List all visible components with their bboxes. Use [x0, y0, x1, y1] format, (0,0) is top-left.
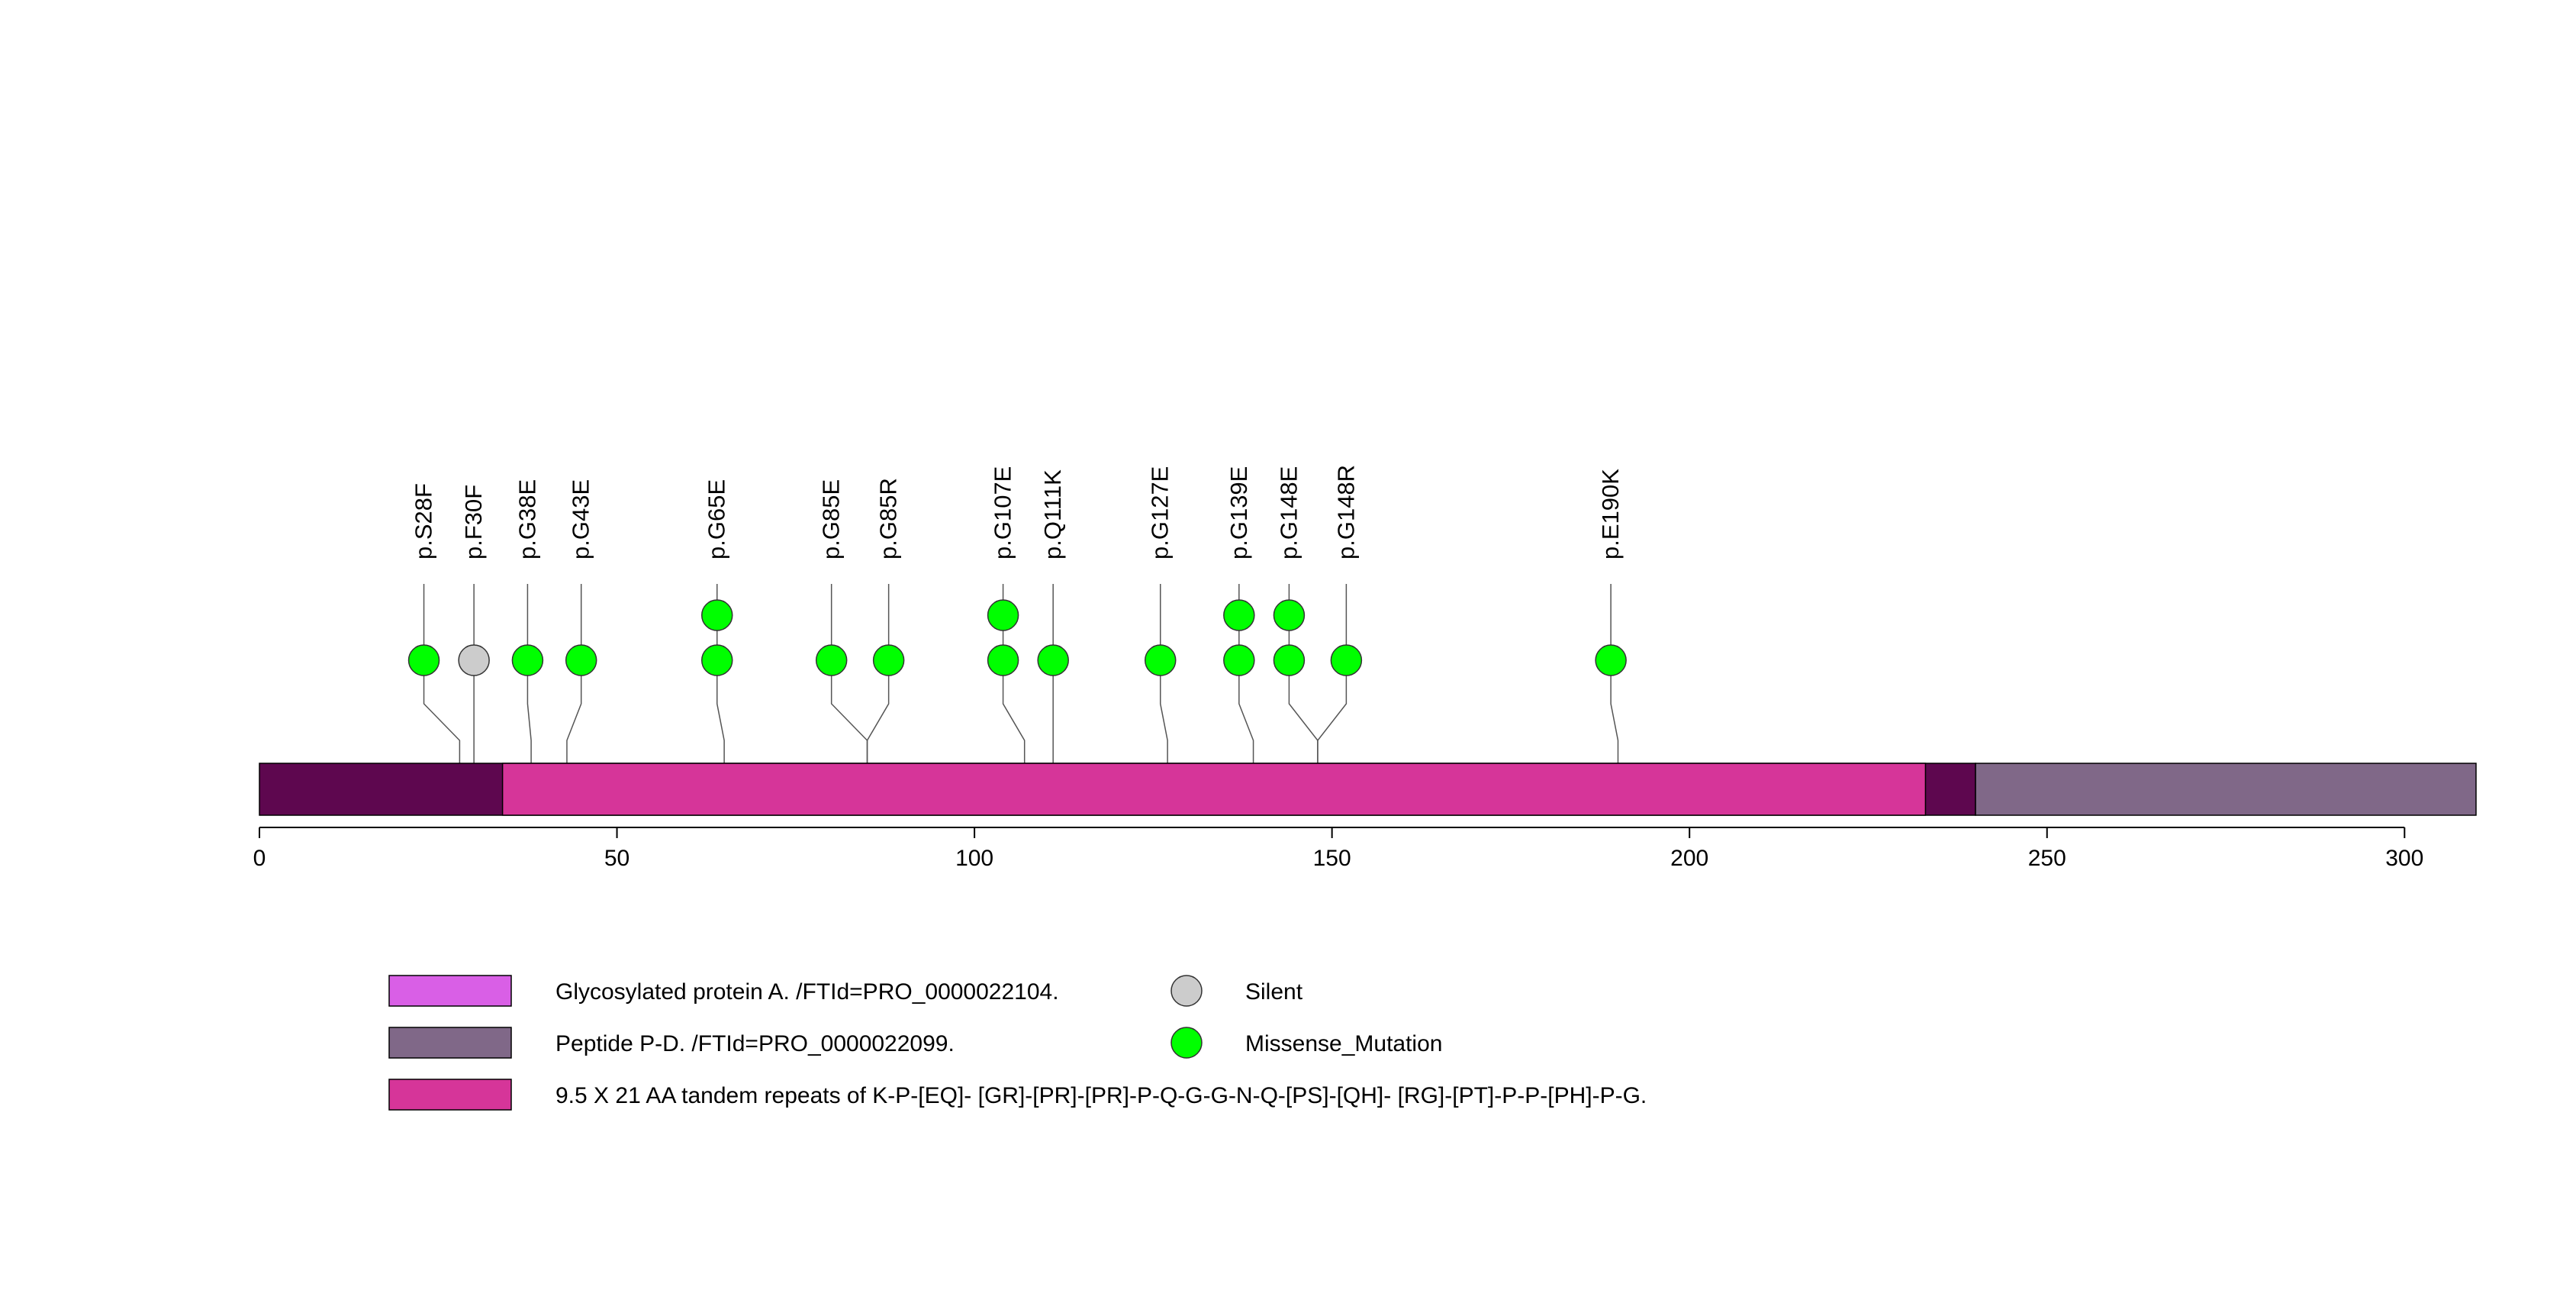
missense-mutation-dot	[987, 599, 1019, 631]
legend: Glycosylated protein A. /FTId=PRO_000002…	[388, 975, 1647, 1111]
missense-mutation-dot	[1595, 644, 1627, 676]
mutation-label: p.G107E	[990, 466, 1016, 560]
mutation-label: p.G38E	[514, 479, 540, 560]
mutation-label: p.G148R	[1332, 465, 1359, 560]
x-tick-label: 300	[2385, 846, 2423, 871]
mutation-markers	[407, 599, 1627, 676]
missense-mutation-dot	[1144, 644, 1177, 676]
missense-mutation-dot	[1037, 644, 1069, 676]
mutation-label: p.S28F	[411, 483, 437, 560]
x-tick-label: 100	[955, 846, 993, 871]
missense-mutation-dot	[700, 644, 733, 676]
missense-mutation-dot	[872, 644, 905, 676]
missense-mutation-dot	[565, 644, 597, 676]
legend-label: Missense_Mutation	[1245, 1031, 1442, 1056]
x-axis: 0 50 100 150 200 250 300	[253, 827, 2423, 871]
legend-label: Glycosylated protein A. /FTId=PRO_000002…	[555, 979, 1059, 1005]
missense-mutation-dot	[1273, 644, 1306, 676]
mutation-label: p.G65E	[704, 479, 730, 560]
legend-missense-dot	[1170, 1027, 1203, 1059]
legend-swatch	[388, 975, 512, 1007]
mutation-label: p.G85E	[818, 479, 845, 560]
missense-mutation-dot	[1223, 644, 1255, 676]
missense-mutation-dot	[700, 599, 733, 631]
mutation-label: p.G148E	[1275, 466, 1302, 560]
silent-mutation-dot	[458, 644, 490, 676]
missense-mutation-dot	[1330, 644, 1363, 676]
domain-peptide-p-d	[1975, 763, 2477, 816]
x-tick-label: 0	[253, 846, 266, 871]
legend-swatch	[388, 1079, 512, 1111]
legend-silent-dot	[1170, 975, 1203, 1007]
missense-mutation-dot	[1223, 599, 1255, 631]
legend-label: Peptide P-D. /FTId=PRO_0000022099.	[555, 1031, 955, 1056]
missense-mutation-dot	[511, 644, 544, 676]
x-tick-label: 250	[2028, 846, 2066, 871]
mutation-label: p.G139E	[1225, 466, 1252, 560]
mutation-label: p.F30F	[460, 485, 487, 560]
missense-mutation-dot	[987, 644, 1019, 676]
legend-label: Silent	[1245, 979, 1303, 1005]
x-tick-label: 200	[1670, 846, 1708, 871]
x-tick-label: 50	[604, 846, 630, 871]
missense-mutation-dot	[815, 644, 848, 676]
domain-tandem-repeats	[501, 763, 1927, 816]
mutation-label: p.G127E	[1147, 466, 1174, 560]
mutation-label: p.E190K	[1597, 469, 1624, 560]
x-tick-label: 150	[1313, 846, 1351, 871]
protein-track	[259, 763, 2477, 816]
mutation-label: p.G43E	[568, 479, 594, 560]
legend-label: 9.5 X 21 AA tandem repeats of K-P-[EQ]- …	[555, 1083, 1647, 1108]
legend-swatch	[388, 1027, 512, 1059]
mutation-label: p.Q111K	[1039, 469, 1066, 560]
mutation-labels: p.S28F p.F30F p.G38E p.G43E p.G65E p.G85E p.G8…	[411, 465, 1624, 560]
missense-mutation-dot	[407, 644, 440, 676]
mutation-label: p.G85R	[875, 478, 902, 560]
missense-mutation-dot	[1273, 599, 1306, 631]
